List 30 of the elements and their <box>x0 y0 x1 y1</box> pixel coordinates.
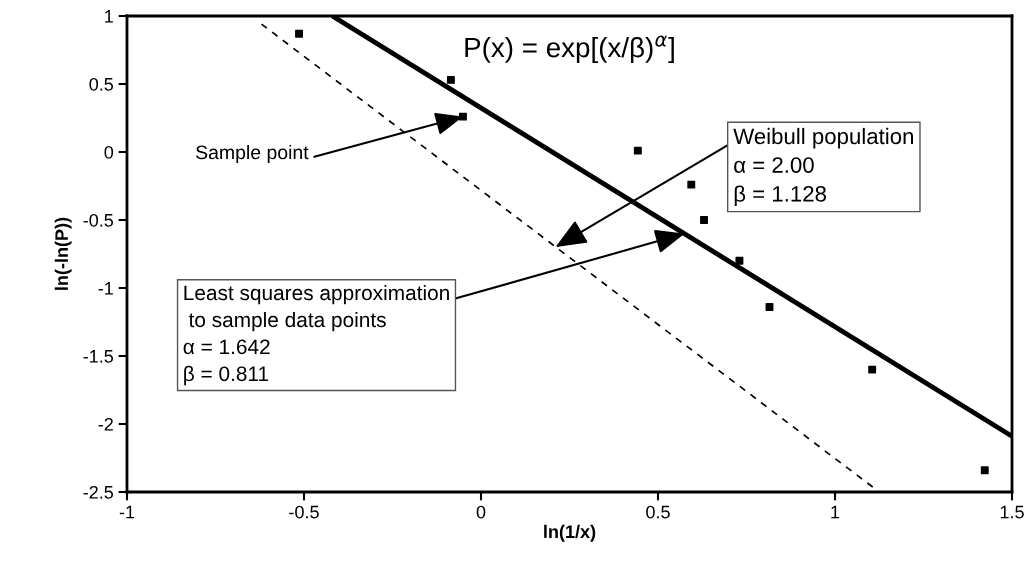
annotation: Sample point <box>196 144 309 164</box>
y-tick-label: 1 <box>105 10 113 23</box>
x-tick-label: 0 <box>476 505 486 519</box>
annotation: P(x) = exp[(x/β)$^{α}$] <box>465 35 674 63</box>
x-tick-label: 1 <box>831 505 840 519</box>
y-tick-label: -0.5 <box>83 213 114 227</box>
point <box>735 256 744 265</box>
point <box>446 75 455 84</box>
y-tick-label: -2.5 <box>83 485 114 499</box>
point <box>980 466 989 475</box>
annotation: Least squares approximation to sample data points α = 1.642 β = 0.811 <box>183 284 449 386</box>
y-tick-label: 0.5 <box>89 77 114 91</box>
y-tick-label: 0 <box>104 145 114 159</box>
y-tick-label: -2 <box>98 417 113 431</box>
x-tick-label: -0.5 <box>289 505 319 519</box>
x-tick-label: 0.5 <box>646 505 670 519</box>
annotation: Weibull population α = 2.00 β = 1.128 <box>733 127 913 207</box>
point <box>765 303 774 311</box>
x-tick-label: -1 <box>119 505 135 519</box>
y-tick-label: -1.5 <box>83 350 114 363</box>
point <box>700 216 708 224</box>
y-axis-title: ln(-ln(P)) <box>54 217 72 290</box>
point <box>687 180 696 189</box>
point <box>295 29 303 38</box>
point <box>633 146 642 155</box>
point <box>868 365 877 374</box>
y-tick-label: -1 <box>98 282 113 295</box>
x-axis-title: ln(1/x) <box>544 524 596 542</box>
x-tick-label: 1.5 <box>1000 505 1024 519</box>
point <box>458 112 467 121</box>
